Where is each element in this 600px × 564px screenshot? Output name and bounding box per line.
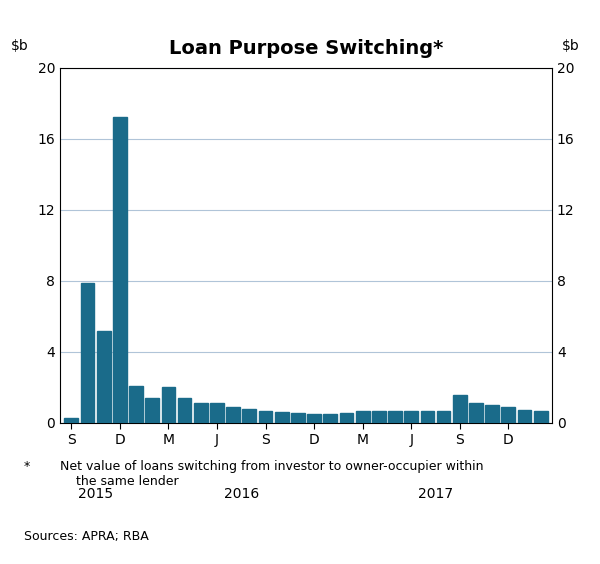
Bar <box>80 283 94 423</box>
Bar <box>226 407 240 423</box>
Bar <box>404 411 418 423</box>
Bar <box>178 398 191 423</box>
Bar <box>534 411 548 423</box>
Bar <box>340 413 353 423</box>
Text: 2016: 2016 <box>224 487 259 501</box>
Bar <box>145 398 159 423</box>
Title: Loan Purpose Switching*: Loan Purpose Switching* <box>169 39 443 58</box>
Bar <box>518 409 532 423</box>
Text: $b: $b <box>562 39 580 54</box>
Bar <box>259 412 272 423</box>
Bar <box>323 414 337 423</box>
Bar <box>421 411 434 423</box>
Bar <box>356 412 370 423</box>
Bar <box>291 413 305 423</box>
Bar <box>502 407 515 423</box>
Text: Net value of loans switching from investor to owner-occupier within
    the same: Net value of loans switching from invest… <box>60 460 484 488</box>
Bar <box>437 411 451 423</box>
Bar <box>210 403 224 423</box>
Bar <box>194 403 208 423</box>
Bar <box>388 412 402 423</box>
Bar <box>485 405 499 423</box>
Bar <box>129 386 143 423</box>
Bar <box>64 418 78 423</box>
Bar <box>453 395 467 423</box>
Bar <box>372 412 386 423</box>
Bar <box>113 117 127 423</box>
Bar <box>469 403 483 423</box>
Bar <box>275 412 289 423</box>
Bar <box>161 387 175 423</box>
Text: 2015: 2015 <box>78 487 113 501</box>
Text: $b: $b <box>11 39 29 54</box>
Text: 2017: 2017 <box>418 487 453 501</box>
Bar <box>307 414 321 423</box>
Bar <box>242 409 256 423</box>
Text: Sources: APRA; RBA: Sources: APRA; RBA <box>24 530 149 543</box>
Bar <box>97 331 110 423</box>
Text: *: * <box>24 460 30 473</box>
